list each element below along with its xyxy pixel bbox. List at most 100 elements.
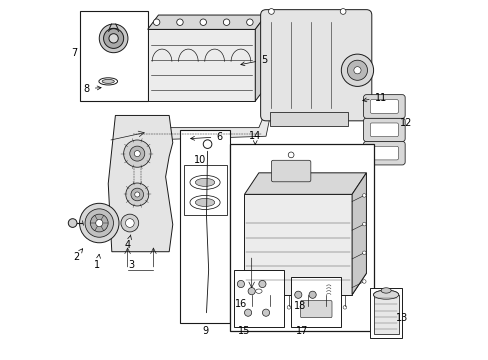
Text: 18: 18 xyxy=(293,301,305,311)
FancyBboxPatch shape xyxy=(300,301,331,318)
Circle shape xyxy=(362,251,366,255)
Text: 3: 3 xyxy=(128,260,134,270)
Circle shape xyxy=(109,34,118,43)
Bar xyxy=(369,288,402,338)
Circle shape xyxy=(268,9,274,14)
Circle shape xyxy=(125,219,134,228)
Circle shape xyxy=(286,306,290,309)
Text: 1: 1 xyxy=(94,254,101,270)
Bar xyxy=(269,112,348,126)
Polygon shape xyxy=(351,173,366,295)
Polygon shape xyxy=(255,15,265,101)
Bar xyxy=(230,144,373,330)
FancyBboxPatch shape xyxy=(369,146,398,160)
Circle shape xyxy=(223,19,229,26)
Text: 16: 16 xyxy=(234,299,246,309)
Circle shape xyxy=(103,28,123,48)
Circle shape xyxy=(68,219,77,228)
Polygon shape xyxy=(244,273,366,295)
Polygon shape xyxy=(126,119,269,140)
Circle shape xyxy=(346,60,367,80)
Text: 15: 15 xyxy=(238,325,250,336)
Text: 9: 9 xyxy=(202,326,208,336)
Circle shape xyxy=(99,24,128,53)
Text: 17: 17 xyxy=(295,326,307,336)
Circle shape xyxy=(176,19,183,26)
Circle shape xyxy=(247,288,255,295)
Circle shape xyxy=(287,152,293,158)
FancyBboxPatch shape xyxy=(369,123,398,136)
Bar xyxy=(233,270,284,327)
Polygon shape xyxy=(147,30,255,101)
Circle shape xyxy=(362,194,366,197)
Circle shape xyxy=(341,54,373,86)
FancyBboxPatch shape xyxy=(363,95,405,118)
Polygon shape xyxy=(147,15,265,30)
Text: 12: 12 xyxy=(399,118,411,128)
Text: 10: 10 xyxy=(193,155,205,165)
Ellipse shape xyxy=(373,290,398,299)
Ellipse shape xyxy=(380,288,390,293)
Polygon shape xyxy=(244,194,351,295)
Text: 5: 5 xyxy=(240,55,267,66)
Polygon shape xyxy=(244,173,366,194)
Text: 14: 14 xyxy=(248,131,261,144)
Polygon shape xyxy=(108,116,172,252)
Ellipse shape xyxy=(190,175,220,189)
Text: 6: 6 xyxy=(190,132,222,142)
Ellipse shape xyxy=(99,78,117,85)
Circle shape xyxy=(362,280,366,283)
FancyBboxPatch shape xyxy=(363,118,405,141)
Circle shape xyxy=(153,19,160,26)
Text: 13: 13 xyxy=(395,313,407,323)
FancyBboxPatch shape xyxy=(369,100,398,113)
Circle shape xyxy=(80,203,119,243)
Circle shape xyxy=(121,214,139,232)
Circle shape xyxy=(134,150,140,157)
Circle shape xyxy=(135,192,140,197)
Ellipse shape xyxy=(255,289,262,293)
Circle shape xyxy=(125,183,148,206)
Circle shape xyxy=(258,280,265,288)
FancyBboxPatch shape xyxy=(363,141,405,165)
Ellipse shape xyxy=(102,80,114,84)
Circle shape xyxy=(244,309,251,316)
Circle shape xyxy=(305,306,309,309)
Text: 2: 2 xyxy=(73,249,82,262)
Circle shape xyxy=(340,9,346,14)
Circle shape xyxy=(353,67,360,74)
Text: 7: 7 xyxy=(71,48,77,58)
Circle shape xyxy=(294,291,301,298)
Text: 8: 8 xyxy=(83,84,101,94)
Bar xyxy=(80,12,147,101)
Circle shape xyxy=(249,306,253,309)
Text: 11: 11 xyxy=(362,93,386,103)
FancyBboxPatch shape xyxy=(271,160,310,182)
Ellipse shape xyxy=(373,290,398,299)
Circle shape xyxy=(85,209,113,237)
FancyBboxPatch shape xyxy=(260,10,371,121)
Bar xyxy=(290,277,341,327)
Circle shape xyxy=(308,291,316,298)
Bar xyxy=(183,165,226,215)
Circle shape xyxy=(362,222,366,226)
Bar xyxy=(180,130,230,323)
Circle shape xyxy=(324,306,327,309)
Ellipse shape xyxy=(190,195,220,210)
Circle shape xyxy=(200,19,206,26)
Circle shape xyxy=(268,306,271,309)
Circle shape xyxy=(343,306,346,309)
Ellipse shape xyxy=(195,198,214,207)
Circle shape xyxy=(96,220,102,226)
Circle shape xyxy=(262,309,269,316)
Circle shape xyxy=(131,188,143,201)
Circle shape xyxy=(246,19,253,26)
Bar xyxy=(373,295,398,334)
Circle shape xyxy=(203,140,211,148)
Circle shape xyxy=(90,214,108,232)
Ellipse shape xyxy=(195,178,214,186)
Circle shape xyxy=(237,280,244,288)
Circle shape xyxy=(123,140,151,167)
Text: 4: 4 xyxy=(124,235,131,250)
Circle shape xyxy=(129,146,144,161)
